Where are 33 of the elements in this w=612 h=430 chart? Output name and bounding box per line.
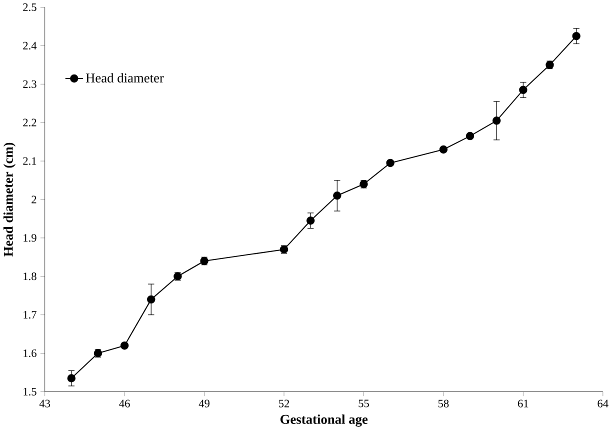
y-tick-label: 1.7: [24, 310, 36, 319]
x-tick-label: 52: [279, 400, 290, 408]
point: [120, 341, 129, 350]
y-tick-label: 1.6: [24, 349, 36, 358]
legend-label: Head diameter: [86, 73, 164, 82]
x-tick-label: 64: [598, 400, 608, 408]
point: [439, 145, 448, 154]
y-tick-label: 2.2: [23, 118, 36, 126]
point: [572, 32, 580, 40]
point: [333, 191, 342, 200]
y-tick-label: 1.9: [24, 234, 36, 242]
point: [306, 216, 315, 225]
x-tick-label: 43: [39, 400, 50, 408]
point: [67, 374, 76, 382]
y-axis-title: Head diameter (cm): [3, 142, 16, 256]
y-tick-label: 2.3: [23, 80, 36, 88]
point: [147, 295, 156, 304]
point: [492, 116, 501, 125]
x-tick-label: 55: [358, 400, 369, 408]
x-tick-label: 49: [198, 400, 210, 408]
y-tick-label: 2.1: [23, 157, 36, 165]
point: [386, 158, 394, 168]
y-tick-label: 2.5: [23, 3, 36, 12]
x-tick-label: 61: [518, 400, 528, 408]
y-tick-label: 2: [32, 196, 36, 204]
x-axis-title: Gestational age: [280, 414, 368, 427]
point: [466, 132, 474, 140]
y-tick-label: 2.4: [23, 42, 37, 50]
point: [519, 86, 528, 94]
y-tick-label: 1.8: [24, 272, 36, 280]
x-tick-label: 58: [438, 400, 449, 408]
y-tick-label: 1.5: [24, 388, 36, 396]
x-tick-label: 46: [119, 400, 130, 408]
